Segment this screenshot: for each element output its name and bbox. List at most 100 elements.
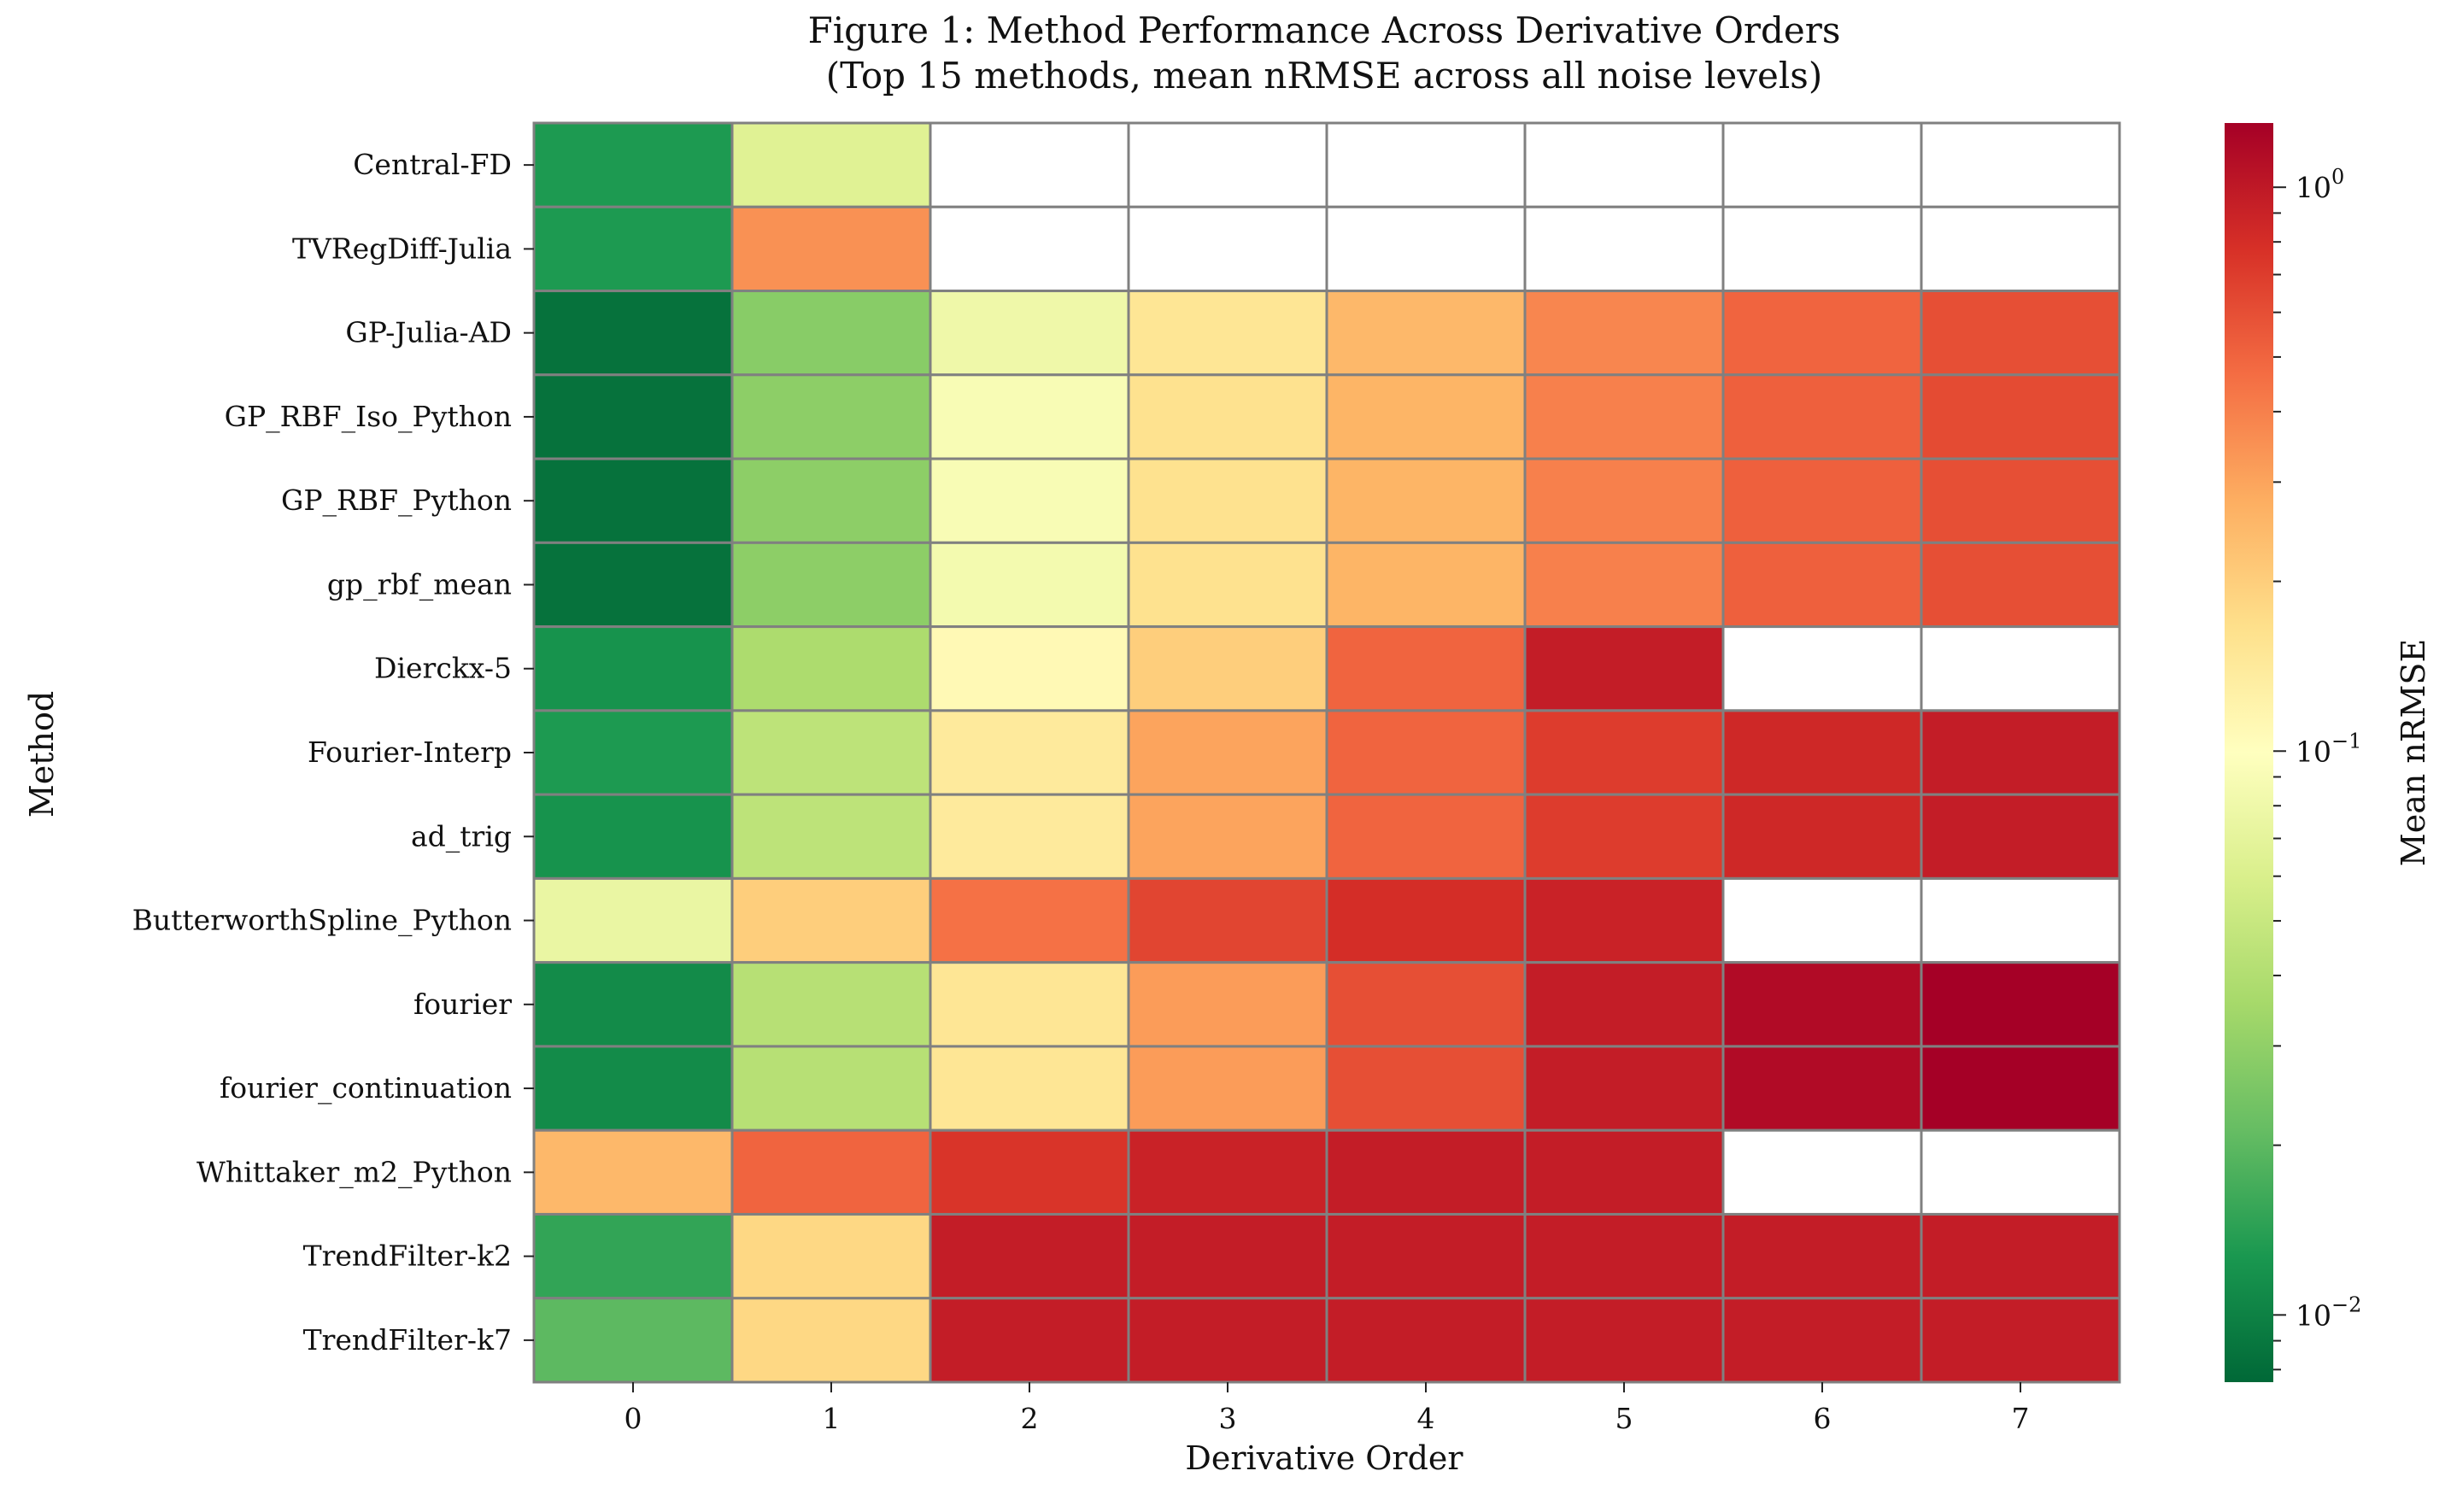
heatmap-cell — [1523, 625, 1725, 712]
x-tick-label: 4 — [1417, 1402, 1435, 1435]
heatmap-cell — [1325, 793, 1527, 880]
heatmap-cell — [1920, 290, 2121, 377]
heatmap-cell — [929, 1212, 1130, 1300]
heatmap-cell — [1721, 1045, 1923, 1132]
heatmap-cell — [532, 290, 734, 377]
heatmap-cell — [1523, 709, 1725, 796]
heatmap-cell — [1721, 709, 1923, 796]
y-tick-label: TVRegDiff-Julia — [292, 231, 512, 265]
heatmap-cell — [1325, 625, 1527, 712]
heatmap-cell — [1721, 876, 1923, 964]
heatmap-cell — [1721, 1297, 1923, 1384]
heatmap-cell — [1721, 457, 1923, 544]
x-tick-label: 5 — [1615, 1402, 1633, 1435]
heatmap-cell — [1920, 373, 2121, 460]
colorbar-tick-label: 100 — [2296, 165, 2344, 204]
heatmap-cell — [730, 541, 932, 629]
heatmap-cell — [1920, 121, 2121, 208]
heatmap-cell — [1325, 1045, 1527, 1132]
chart-title: Figure 1: Method Performance Across Deri… — [808, 9, 1841, 51]
heatmap-cell — [1325, 205, 1527, 293]
heatmap-cell — [1127, 709, 1328, 796]
heatmap-cell — [532, 121, 734, 208]
y-tick-label: GP_RBF_Iso_Python — [225, 400, 512, 434]
heatmap-cell — [1127, 876, 1328, 964]
heatmap-cell — [1721, 793, 1923, 880]
heatmap-cell — [1127, 1297, 1328, 1384]
heatmap-cell — [1325, 290, 1527, 377]
heatmap-cell — [730, 457, 932, 544]
heatmap-cell — [730, 625, 932, 712]
heatmap-cell — [1721, 625, 1923, 712]
heatmap-cell — [1523, 457, 1725, 544]
heatmap-cell — [1721, 373, 1923, 460]
heatmap-cell — [929, 290, 1130, 377]
x-axis-label: Derivative Order — [1185, 1439, 1463, 1477]
heatmap-cell — [1325, 709, 1527, 796]
x-tick-labels: 0 1 2 3 4 5 6 7 — [624, 1382, 2030, 1435]
heatmap-cell — [1325, 457, 1527, 544]
y-tick-label: Dierckx-5 — [374, 652, 512, 685]
heatmap-cell — [532, 793, 734, 880]
heatmap-cell — [929, 793, 1130, 880]
heatmap-cell — [532, 1045, 734, 1132]
heatmap-cell — [1523, 876, 1725, 964]
heatmap-cell — [1523, 961, 1725, 1048]
heatmap-cell — [730, 121, 932, 208]
heatmap-cell — [1920, 876, 2121, 964]
heatmap-cell — [730, 876, 932, 964]
heatmap-cell — [1721, 290, 1923, 377]
heatmap-cell — [1127, 1212, 1328, 1300]
heatmap-cell — [929, 121, 1130, 208]
heatmap-cell — [1127, 793, 1328, 880]
heatmap-cell — [532, 625, 734, 712]
y-tick-label: gp_rbf_mean — [327, 567, 512, 601]
y-tick-label: fourier_continuation — [220, 1071, 512, 1105]
heatmap-cell — [1721, 961, 1923, 1048]
heatmap-cell — [1523, 1212, 1725, 1300]
heatmap-cell — [1523, 541, 1725, 629]
heatmap-cell — [1325, 1128, 1527, 1216]
heatmap-cell — [1920, 457, 2121, 544]
y-tick-label: Whittaker_m2_Python — [196, 1155, 512, 1189]
heatmap-cell — [730, 793, 932, 880]
y-tick-label: GP_RBF_Python — [281, 483, 512, 518]
heatmap-cell — [1721, 1128, 1923, 1216]
heatmap-cell — [929, 1045, 1130, 1132]
heatmap-cell — [1920, 1128, 2121, 1216]
heatmap-cell — [929, 205, 1130, 293]
heatmap-cell — [730, 1297, 932, 1384]
heatmap-cell — [1127, 541, 1328, 629]
heatmap-cell — [929, 373, 1130, 460]
heatmap-cell — [1325, 876, 1527, 964]
y-tick-label: Fourier-Interp — [308, 735, 512, 769]
heatmap-cell — [1127, 961, 1328, 1048]
heatmap-cell — [1721, 121, 1923, 208]
y-tick-label: GP-Julia-AD — [345, 316, 512, 349]
heatmap-cell — [929, 457, 1130, 544]
heatmap-cell — [1127, 457, 1328, 544]
y-tick-label: fourier — [413, 987, 512, 1021]
chart-subtitle: (Top 15 methods, mean nRMSE across all n… — [826, 55, 1822, 97]
x-tick-label: 0 — [624, 1402, 642, 1435]
colorbar-tick-label: 10−2 — [2296, 1292, 2361, 1332]
heatmap-cell — [1721, 1212, 1923, 1300]
heatmap-cell — [929, 541, 1130, 629]
heatmap-cell — [532, 1128, 734, 1216]
heatmap-cell — [730, 373, 932, 460]
heatmap-cell — [730, 1045, 932, 1132]
y-tick-label: TrendFilter-k2 — [303, 1239, 512, 1273]
heatmap-cell — [730, 290, 932, 377]
colorbar-ticks: 100 10−1 10−2 — [2273, 165, 2361, 1371]
heatmap-cell — [730, 1128, 932, 1216]
heatmap-cell — [1127, 290, 1328, 377]
heatmap-cell — [532, 1212, 734, 1300]
heatmap-cell — [730, 961, 932, 1048]
heatmap-cell — [1127, 373, 1328, 460]
heatmap-cell — [929, 625, 1130, 712]
heatmap-cell — [730, 1212, 932, 1300]
heatmap-cell — [1523, 121, 1725, 208]
heatmap-cell — [1721, 541, 1923, 629]
heatmap-cell — [532, 541, 734, 629]
